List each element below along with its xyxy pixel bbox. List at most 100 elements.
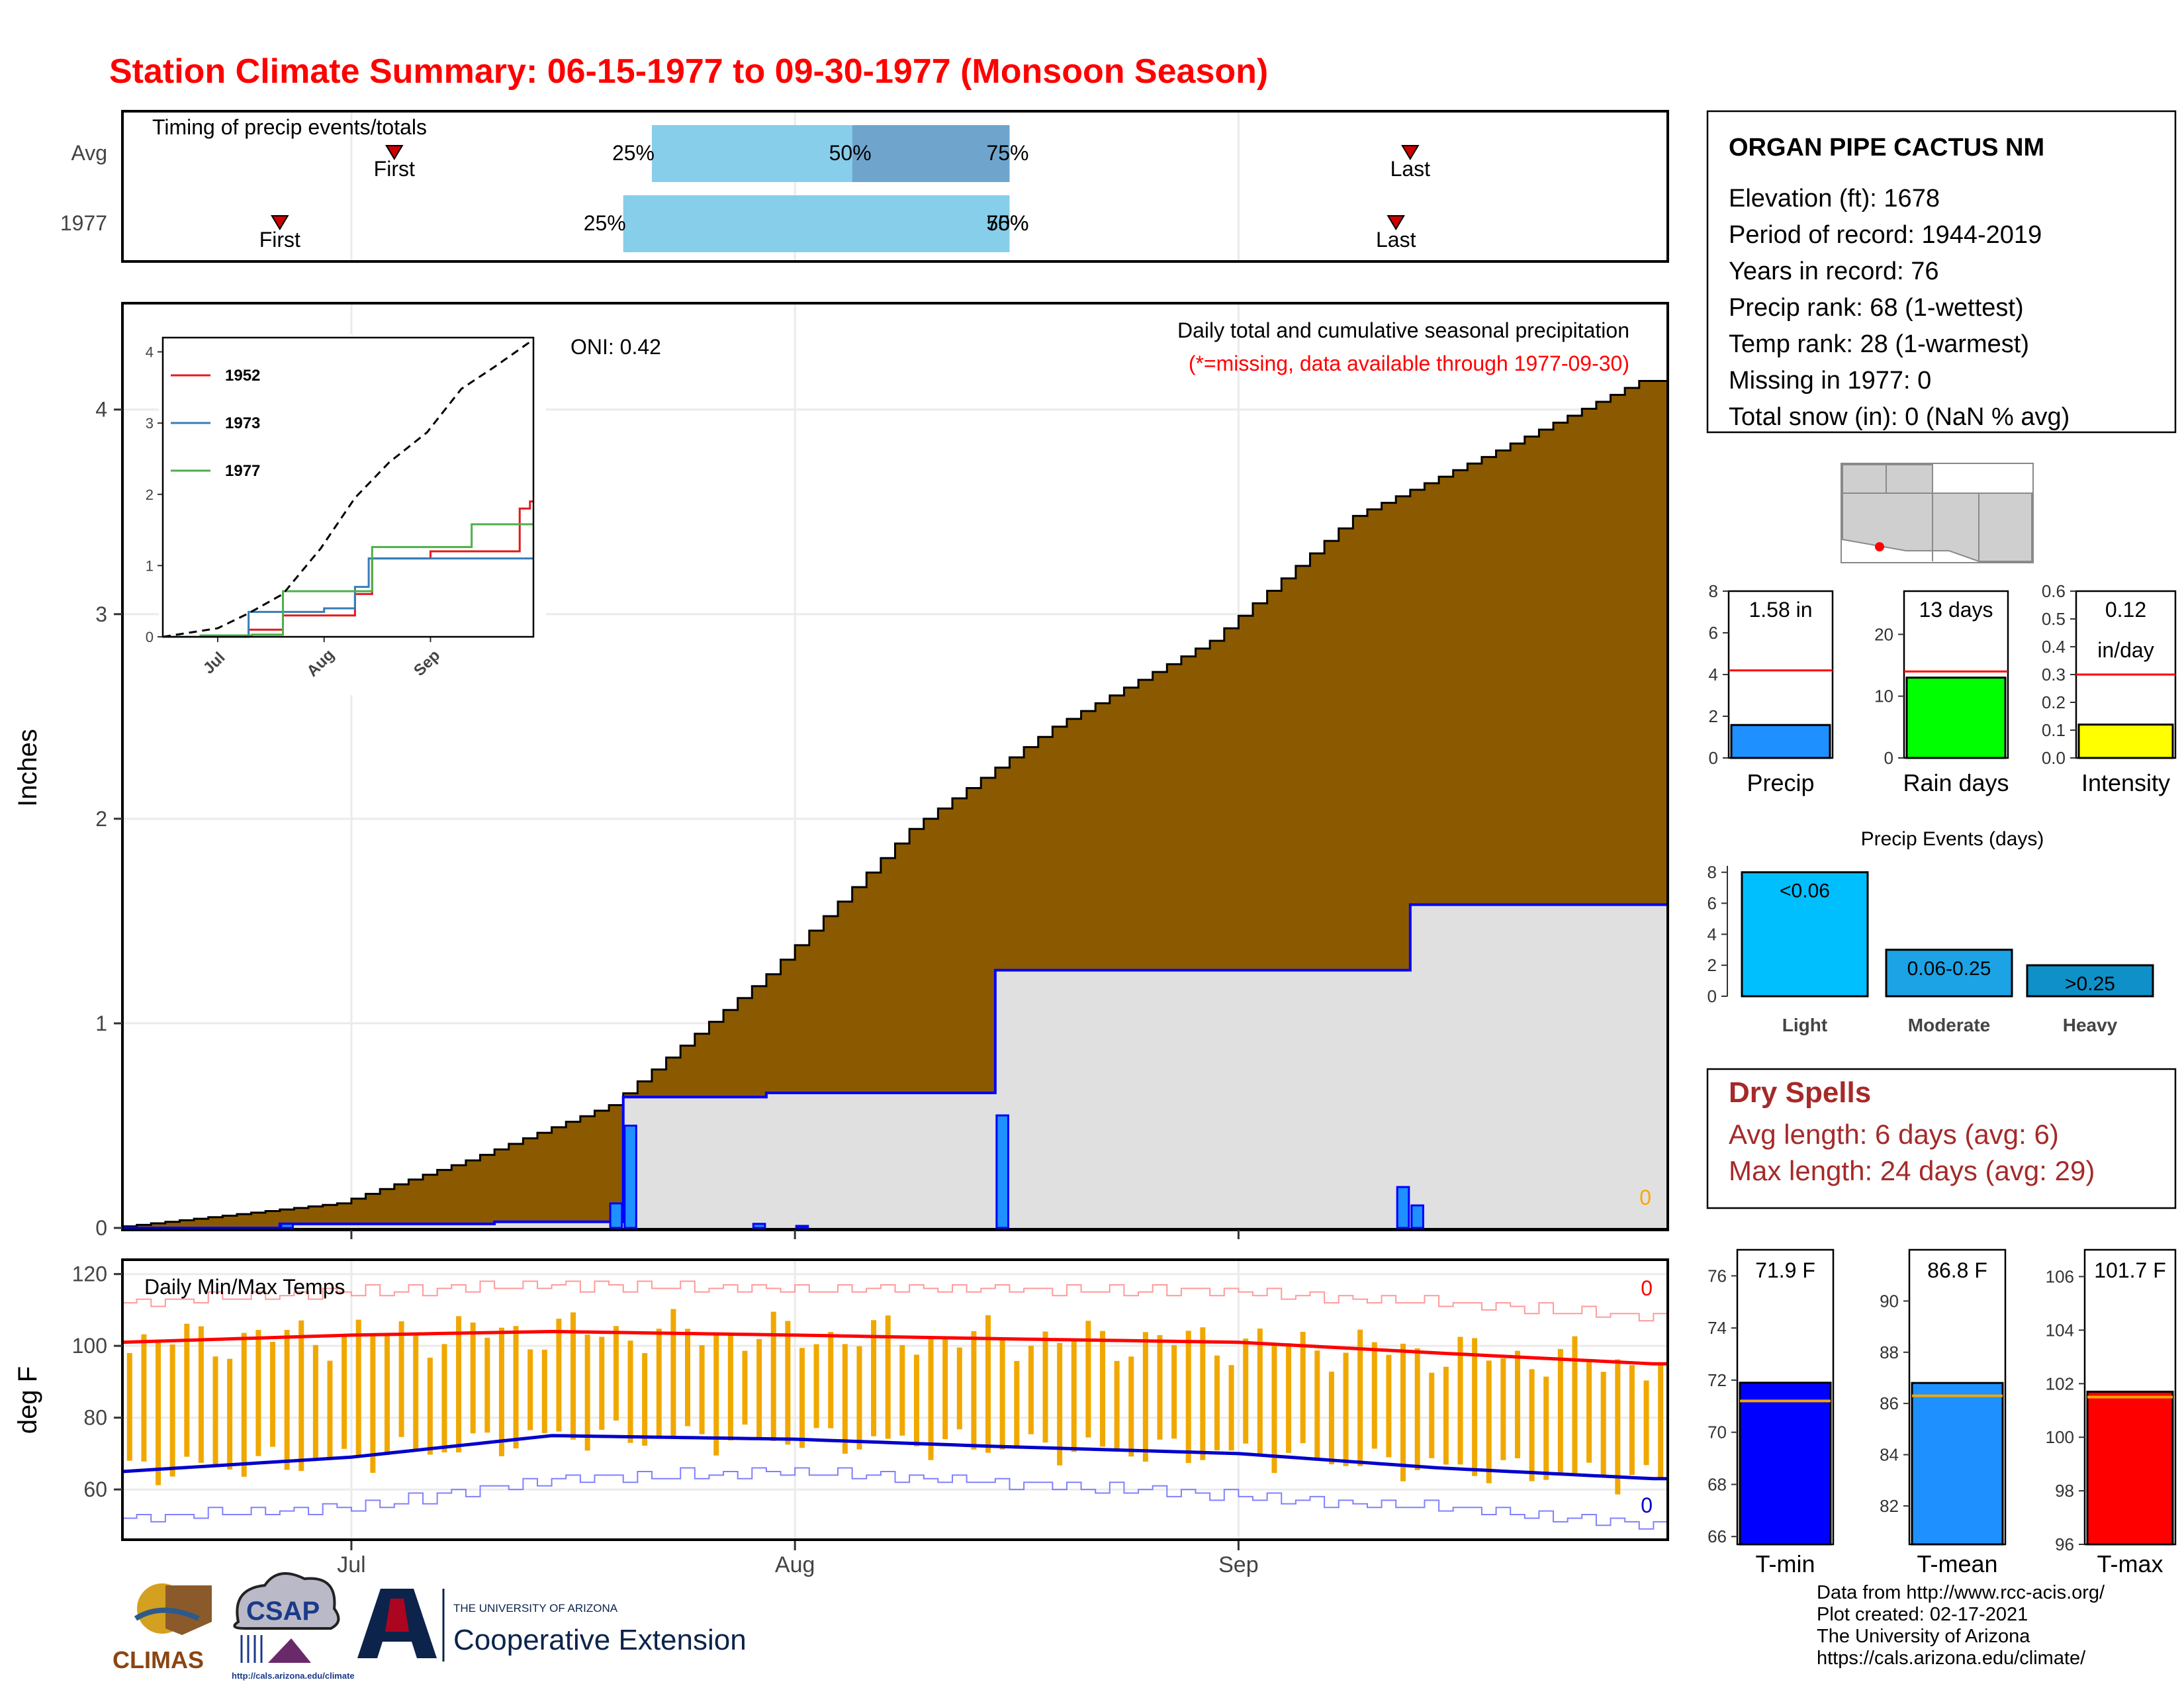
avg-first-label: First xyxy=(374,157,415,181)
csap-url: http://cals.arizona.edu/climate xyxy=(232,1671,355,1681)
temperature-panel: 60 80 100 120 Daily Min/Max Temps 0 0 deg F… xyxy=(13,1258,1669,1577)
daily-temp-bar xyxy=(1472,1338,1478,1476)
daily-temp-bar xyxy=(255,1330,261,1456)
daily-temp-bar xyxy=(198,1326,204,1463)
daily-temp-bar xyxy=(971,1331,977,1450)
summary-ytick-label: 2 xyxy=(1709,706,1718,726)
temp-summary-ytick-label: 88 xyxy=(1880,1342,1899,1362)
oni-label: ONI: 0.42 xyxy=(570,335,661,359)
footer-credits: Data from http://www.rcc-acis.org/ Plot … xyxy=(1817,1582,2105,1669)
daily-temp-bar xyxy=(599,1336,605,1430)
station-info-line: Period of record: 1944-2019 xyxy=(1729,221,2042,249)
summary-ytick-label: 0.4 xyxy=(2042,637,2066,657)
station-frame xyxy=(1706,110,2177,434)
daily-temp-bar xyxy=(1142,1332,1148,1462)
temp-ytick-label: 120 xyxy=(72,1262,107,1286)
temp-summary-category-0: T-min xyxy=(1756,1550,1815,1577)
footer-line-4: https://cals.arizona.edu/climate/ xyxy=(1817,1648,2086,1669)
footer-line-3: The University of Arizona xyxy=(1817,1626,2030,1647)
temp-summary-ytick-label: 74 xyxy=(1707,1318,1727,1338)
summary-ytick-label: 0.1 xyxy=(2042,720,2066,740)
inset-ytick-label: 1 xyxy=(146,557,154,574)
daily-temp-bar xyxy=(355,1319,361,1456)
logos: CLIMAS CSAP http://cals.arizona.edu/clim… xyxy=(113,1572,747,1681)
temp-summary-ytick-label: 70 xyxy=(1707,1423,1727,1442)
xtick-label: Sep xyxy=(1218,1552,1259,1577)
daily-temp-bar xyxy=(126,1353,132,1461)
daily-temp-bar xyxy=(828,1332,834,1429)
temp-summary-ytick-label: 66 xyxy=(1707,1526,1727,1546)
temp-summary-ytick-label: 82 xyxy=(1880,1496,1899,1516)
daily-temp-bar xyxy=(1600,1372,1606,1477)
precip-events-chart: Precip Events (days) 0 2 4 6 8 <0.06 Light 0.06-… xyxy=(1707,828,2154,1035)
inset-series-line-1977 xyxy=(163,523,533,638)
missing-count: 0 xyxy=(1639,1186,1651,1209)
daily-temp-bar xyxy=(227,1358,233,1470)
daily-temp-bar xyxy=(556,1319,562,1432)
timing-title: Timing of precip events/totals xyxy=(152,115,427,139)
daily-temp-bar xyxy=(713,1333,719,1456)
year-first-marker-icon xyxy=(271,215,289,230)
timing-panel: Timing of precip events/totals Avg 1977 … xyxy=(60,110,1669,263)
summary-ytick-label: 0 xyxy=(1884,748,1893,768)
daily-temp-bar xyxy=(441,1344,447,1453)
daily-temp-bar xyxy=(670,1309,676,1438)
temp-title: Daily Min/Max Temps xyxy=(144,1275,345,1299)
daily-temp-bar xyxy=(1486,1360,1492,1483)
inset-legend-label: 1952 xyxy=(225,367,260,385)
daily-temp-bar xyxy=(484,1337,490,1433)
daily-precip-bar xyxy=(1396,1186,1410,1229)
summary-ytick-label: 20 xyxy=(1874,624,1893,644)
daily-temp-bar xyxy=(513,1326,519,1449)
daily-temp-bar xyxy=(1257,1328,1263,1457)
temp-summary-ytick-label: 86 xyxy=(1880,1393,1899,1413)
daily-temp-bar xyxy=(928,1336,934,1460)
main-subheader: (*=missing, data available through 1977-… xyxy=(1189,352,1629,375)
station-info-line: Total snow (in): 0 (NaN % avg) xyxy=(1729,403,2070,431)
daily-temp-bar xyxy=(785,1321,791,1445)
daily-temp-bar xyxy=(1200,1327,1206,1460)
year-p75-label: 75% xyxy=(986,211,1028,235)
summary-bar-1 xyxy=(1905,677,2007,759)
temp-summary-bar-2 xyxy=(2086,1390,2174,1546)
main-ytick-label: 4 xyxy=(95,398,107,422)
daily-temp-bar xyxy=(1228,1365,1234,1451)
footer-line-2: Plot created: 02-17-2021 xyxy=(1817,1604,2028,1625)
daily-temp-bar xyxy=(1658,1363,1664,1479)
footer-line-1: Data from http://www.rcc-acis.org/ xyxy=(1817,1582,2105,1603)
daily-temp-bar xyxy=(1042,1331,1048,1443)
main-header: Daily total and cumulative seasonal prec… xyxy=(1177,318,1629,342)
daily-temp-bar xyxy=(770,1311,776,1441)
daily-temp-bar xyxy=(1514,1350,1520,1458)
daily-temp-bar xyxy=(1214,1355,1220,1450)
precip-event-category-1: Moderate xyxy=(1908,1015,1990,1035)
xtick-label: Jul xyxy=(337,1552,365,1577)
temp-ytick-label: 60 xyxy=(83,1477,107,1501)
record-tmin-line xyxy=(122,1467,1668,1530)
daily-temp-bar xyxy=(1429,1372,1435,1458)
main-precip-panel: 0 1 2 3 4 Daily total and cumulative seasona… xyxy=(13,302,1669,1240)
daily-temp-bar xyxy=(327,1360,333,1457)
daily-precip-bar xyxy=(609,1202,623,1229)
daily-temp-bar xyxy=(1643,1380,1649,1466)
temp-summary-value-1: 86.8 F xyxy=(1927,1258,1987,1282)
year-last-label: Last xyxy=(1376,228,1416,252)
daily-temp-bar xyxy=(212,1356,218,1466)
temp-summary-ytick-label: 96 xyxy=(2055,1534,2074,1554)
summary-ytick-label: 0.2 xyxy=(2042,692,2066,712)
daily-temp-bar xyxy=(999,1338,1005,1450)
daily-temp-bar xyxy=(1028,1345,1034,1434)
daily-temp-bar xyxy=(885,1315,891,1439)
daily-temp-bar xyxy=(742,1350,748,1425)
daily-temp-bar xyxy=(1529,1369,1535,1481)
avg-last-label: Last xyxy=(1390,157,1431,181)
avg-p25-label: 25% xyxy=(612,141,655,165)
daily-temp-bar xyxy=(1615,1359,1621,1495)
daily-temp-bar xyxy=(384,1335,390,1456)
year-p25-label: 25% xyxy=(584,211,626,235)
avg-last-marker-icon xyxy=(1401,145,1420,160)
daily-temp-bar xyxy=(1071,1340,1077,1452)
year-first-label: First xyxy=(259,228,300,252)
inset-average-line xyxy=(162,340,533,638)
year-p50-label: 50% xyxy=(986,211,1028,235)
